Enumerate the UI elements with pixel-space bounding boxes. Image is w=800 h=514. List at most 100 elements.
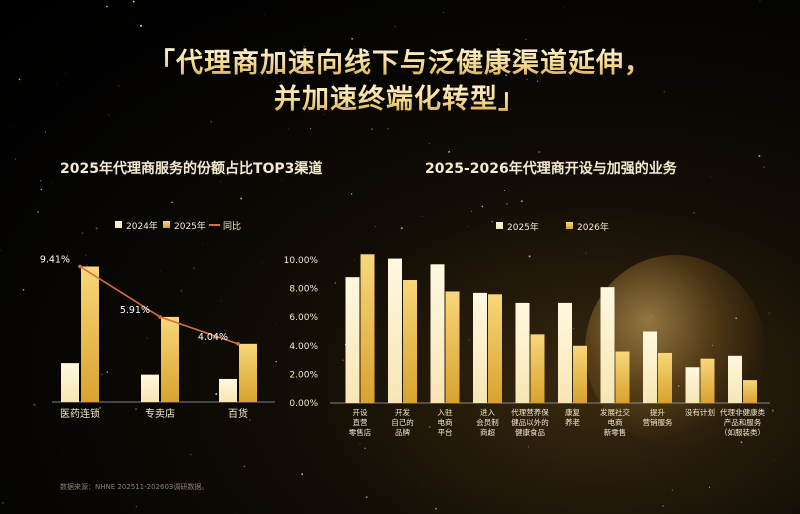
y-tick-label: 2.00% bbox=[289, 370, 318, 380]
star bbox=[374, 226, 376, 228]
bar-2025 bbox=[728, 355, 742, 403]
star bbox=[118, 85, 120, 87]
star bbox=[538, 151, 541, 153]
category-label: 发展社交电商新零售 bbox=[600, 407, 630, 437]
star bbox=[448, 150, 451, 153]
y-tick-label: 4.00% bbox=[289, 342, 318, 352]
star bbox=[132, 0, 135, 3]
bar-2026 bbox=[445, 291, 460, 403]
star bbox=[271, 53, 273, 55]
star bbox=[573, 328, 575, 329]
y-tick-label: 0.00% bbox=[289, 399, 318, 409]
star bbox=[106, 5, 108, 8]
star bbox=[369, 79, 371, 82]
data-label: 5.91% bbox=[120, 305, 150, 316]
star bbox=[536, 80, 539, 82]
legend-2024-label: 2024年 bbox=[126, 220, 158, 232]
star bbox=[40, 180, 42, 182]
category-label: 代理营养保健品以外的健康食品 bbox=[511, 407, 549, 437]
title-line-1: 「代理商加速向线下与泛健康渠道延伸， bbox=[0, 46, 800, 82]
star bbox=[249, 419, 251, 421]
star bbox=[281, 179, 282, 181]
star bbox=[99, 406, 102, 409]
star bbox=[275, 361, 277, 363]
star bbox=[146, 337, 148, 339]
legend-yoy-label: 同比 bbox=[223, 220, 241, 232]
data-source-footnote: 数据来源：NHNE 202511-202603调研数据。 bbox=[60, 483, 209, 491]
y-tick-label: 10.00% bbox=[284, 256, 319, 266]
legend-2025-swatch bbox=[496, 222, 503, 229]
star bbox=[262, 262, 263, 263]
bar-2025 bbox=[388, 258, 402, 403]
star bbox=[61, 452, 63, 454]
star bbox=[468, 226, 469, 228]
bar-2026 bbox=[530, 334, 545, 403]
star bbox=[18, 78, 21, 81]
star bbox=[428, 142, 430, 144]
star bbox=[525, 38, 527, 41]
star bbox=[394, 26, 396, 28]
star bbox=[495, 50, 496, 52]
star bbox=[400, 227, 403, 230]
star bbox=[632, 69, 633, 71]
yoy-point bbox=[236, 342, 240, 346]
star bbox=[350, 430, 352, 432]
star bbox=[40, 189, 43, 191]
bar-2026 bbox=[360, 254, 375, 403]
star bbox=[444, 291, 446, 292]
category-label: 提升营销服务 bbox=[643, 407, 673, 427]
star bbox=[37, 211, 39, 213]
star bbox=[663, 91, 665, 93]
category-label: 没有计划 bbox=[685, 407, 715, 417]
right-chart-title: 2025-2026年代理商开设与加强的业务 bbox=[425, 161, 677, 177]
category-label: 医药连锁 bbox=[60, 407, 100, 420]
category-label: 开设直营零售店 bbox=[349, 407, 372, 437]
bar-2026 bbox=[573, 345, 587, 403]
star bbox=[323, 114, 325, 116]
star bbox=[437, 169, 438, 171]
star bbox=[303, 45, 305, 48]
star bbox=[264, 13, 265, 15]
star bbox=[106, 371, 108, 373]
star bbox=[527, 446, 529, 448]
star bbox=[387, 128, 389, 130]
star bbox=[275, 323, 277, 325]
legend-2026-label: 2026年 bbox=[577, 221, 609, 233]
star bbox=[422, 484, 423, 486]
star bbox=[33, 403, 36, 406]
data-label: 9.41% bbox=[40, 254, 70, 265]
bar-2025 bbox=[473, 292, 487, 403]
star bbox=[44, 131, 47, 133]
star bbox=[159, 270, 161, 272]
category-label: 专卖店 bbox=[145, 407, 175, 420]
star bbox=[710, 176, 712, 178]
star bbox=[190, 453, 192, 456]
star bbox=[10, 125, 12, 127]
star bbox=[240, 197, 243, 200]
star bbox=[771, 409, 774, 412]
star bbox=[505, 74, 508, 77]
bar-2024 bbox=[141, 374, 159, 402]
star bbox=[354, 260, 355, 261]
bar-2025 bbox=[81, 266, 99, 402]
bar-2026 bbox=[743, 380, 757, 403]
star bbox=[371, 128, 373, 131]
star bbox=[422, 216, 423, 217]
star bbox=[135, 408, 137, 410]
star bbox=[191, 487, 193, 489]
star bbox=[14, 158, 17, 160]
bar-2026 bbox=[658, 352, 672, 403]
star bbox=[365, 496, 368, 499]
star bbox=[85, 254, 87, 256]
star bbox=[210, 120, 213, 123]
star bbox=[180, 289, 183, 292]
star bbox=[342, 359, 344, 362]
star bbox=[435, 508, 437, 510]
star bbox=[759, 0, 761, 2]
bar-2025 bbox=[430, 264, 445, 403]
star bbox=[364, 447, 366, 450]
category-label: 代理非健康类产品和服务（如服装类） bbox=[720, 407, 765, 437]
star bbox=[505, 202, 508, 205]
star bbox=[491, 221, 493, 223]
